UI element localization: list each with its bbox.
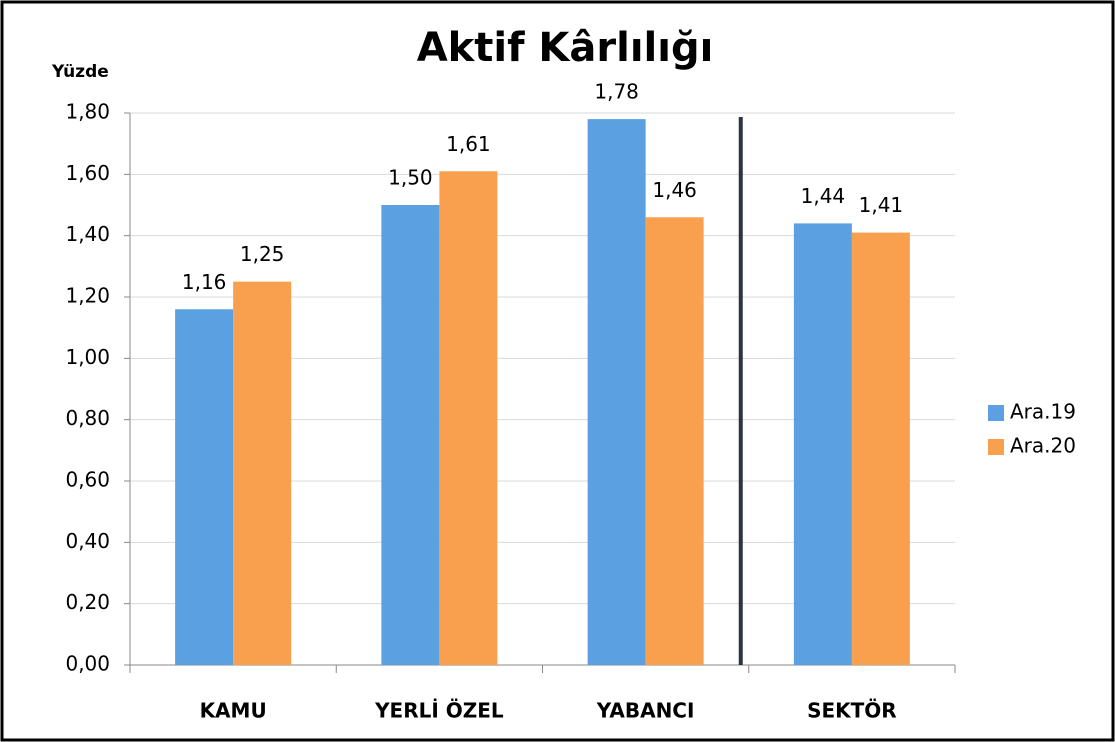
legend-label: Ara.19 (1010, 400, 1076, 424)
bar (175, 309, 234, 665)
y-tick-label: 0,00 (65, 652, 110, 676)
y-tick-label: 1,40 (65, 222, 110, 246)
x-tick-label: KAMU (200, 699, 267, 723)
value-label: 1,50 (388, 166, 433, 190)
bar (851, 232, 910, 665)
value-label: 1,16 (182, 270, 227, 294)
y-tick-label: 1,00 (65, 345, 110, 369)
y-axis-label: Yüzde (51, 62, 109, 82)
bar (587, 119, 646, 666)
y-tick-label: 0,40 (65, 529, 110, 553)
y-tick-label: 0,80 (65, 406, 110, 430)
bar (381, 205, 440, 665)
bar (793, 223, 852, 665)
legend-label: Ara.20 (1010, 434, 1076, 458)
value-label: 1,46 (652, 178, 697, 202)
value-label: 1,44 (801, 184, 846, 208)
bar (645, 217, 704, 665)
value-label: 1,61 (446, 132, 491, 156)
y-tick-label: 0,60 (65, 468, 110, 492)
x-tick-label: YERLİ ÖZEL (374, 699, 504, 723)
y-tick-label: 1,20 (65, 284, 110, 308)
legend-swatch (988, 405, 1004, 421)
y-tick-label: 1,60 (65, 161, 110, 185)
x-tick-label: SEKTÖR (807, 699, 897, 723)
value-label: 1,78 (594, 80, 639, 104)
y-tick-label: 0,20 (65, 590, 110, 614)
x-tick-label: YABANCI (596, 699, 695, 723)
bar (439, 171, 498, 665)
chart-title: Aktif Kârlılığı (417, 25, 714, 71)
legend-swatch (988, 439, 1004, 455)
y-tick-label: 1,80 (65, 100, 110, 124)
bar (233, 281, 292, 665)
value-label: 1,25 (240, 242, 285, 266)
value-label: 1,41 (859, 193, 904, 217)
